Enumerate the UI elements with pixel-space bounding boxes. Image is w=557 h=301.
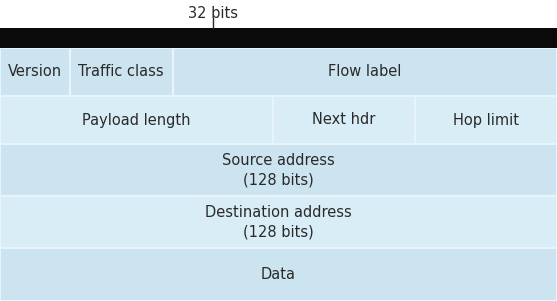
- Bar: [0, 144, 557, 196]
- Bar: [415, 96, 557, 144]
- Text: 32 bits: 32 bits: [188, 7, 238, 21]
- Text: Next hdr: Next hdr: [312, 113, 375, 128]
- Bar: [0, 196, 557, 248]
- Bar: [70, 48, 173, 96]
- Text: Traffic class: Traffic class: [79, 64, 164, 79]
- Bar: [0, 0, 557, 48]
- Bar: [0, 28, 557, 48]
- Text: Destination address
(128 bits): Destination address (128 bits): [205, 205, 352, 239]
- Text: Source address
(128 bits): Source address (128 bits): [222, 153, 335, 188]
- Bar: [0, 96, 273, 144]
- Text: Data: Data: [261, 267, 296, 282]
- Text: Hop limit: Hop limit: [453, 113, 519, 128]
- Text: Payload length: Payload length: [82, 113, 190, 128]
- Text: Version: Version: [8, 64, 62, 79]
- Bar: [0, 248, 557, 301]
- Text: Flow label: Flow label: [328, 64, 402, 79]
- Bar: [0, 48, 70, 96]
- Bar: [273, 96, 415, 144]
- Bar: [173, 48, 557, 96]
